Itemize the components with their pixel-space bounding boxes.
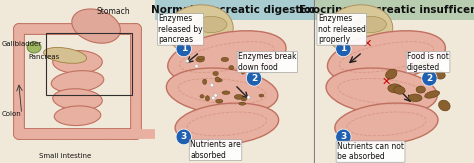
Ellipse shape bbox=[215, 77, 220, 82]
Text: Normal pancreatic digestion: Normal pancreatic digestion bbox=[151, 5, 319, 15]
Ellipse shape bbox=[266, 59, 273, 65]
Ellipse shape bbox=[388, 84, 402, 93]
Ellipse shape bbox=[205, 96, 210, 101]
Ellipse shape bbox=[202, 79, 207, 84]
Text: Nutrients are
absorbed: Nutrients are absorbed bbox=[190, 140, 241, 160]
Circle shape bbox=[242, 64, 245, 67]
Text: 2: 2 bbox=[426, 74, 433, 83]
Text: 2: 2 bbox=[251, 74, 257, 83]
Circle shape bbox=[186, 59, 189, 63]
Ellipse shape bbox=[419, 60, 430, 69]
Text: Stomach: Stomach bbox=[96, 7, 130, 16]
Ellipse shape bbox=[326, 68, 437, 115]
Circle shape bbox=[195, 65, 198, 68]
Ellipse shape bbox=[438, 100, 450, 111]
Ellipse shape bbox=[239, 102, 246, 105]
Circle shape bbox=[212, 96, 215, 100]
Ellipse shape bbox=[213, 72, 219, 76]
Circle shape bbox=[246, 70, 262, 86]
Ellipse shape bbox=[221, 57, 228, 62]
Ellipse shape bbox=[166, 68, 278, 115]
Ellipse shape bbox=[355, 16, 386, 33]
Text: 1: 1 bbox=[181, 44, 187, 53]
Circle shape bbox=[244, 68, 247, 72]
Ellipse shape bbox=[416, 86, 425, 93]
Ellipse shape bbox=[166, 5, 233, 54]
Text: ✕: ✕ bbox=[382, 76, 391, 87]
Text: Food is not
digested: Food is not digested bbox=[407, 52, 449, 72]
Circle shape bbox=[247, 75, 250, 79]
Ellipse shape bbox=[175, 103, 279, 145]
Ellipse shape bbox=[196, 57, 204, 62]
Text: Exocrine pancreatic insufficency: Exocrine pancreatic insufficency bbox=[299, 5, 474, 15]
Circle shape bbox=[422, 70, 437, 86]
Text: 3: 3 bbox=[181, 132, 187, 141]
Ellipse shape bbox=[173, 26, 201, 46]
FancyBboxPatch shape bbox=[315, 0, 474, 20]
Text: Pancreas: Pancreas bbox=[28, 54, 59, 60]
Text: 1: 1 bbox=[340, 44, 346, 53]
Ellipse shape bbox=[44, 47, 87, 63]
Ellipse shape bbox=[241, 68, 245, 74]
Text: Nutrients can not
be absorbed: Nutrients can not be absorbed bbox=[337, 142, 404, 161]
FancyBboxPatch shape bbox=[155, 0, 315, 20]
Circle shape bbox=[336, 41, 351, 57]
Circle shape bbox=[256, 76, 259, 80]
Circle shape bbox=[247, 96, 250, 99]
Text: ✕: ✕ bbox=[363, 39, 372, 49]
Ellipse shape bbox=[168, 31, 286, 83]
Ellipse shape bbox=[394, 86, 405, 94]
Text: Enzymes
not released
properly: Enzymes not released properly bbox=[318, 15, 366, 44]
Text: Enzymes break
down food: Enzymes break down food bbox=[238, 52, 297, 72]
Circle shape bbox=[176, 129, 191, 145]
Ellipse shape bbox=[335, 103, 438, 145]
Ellipse shape bbox=[216, 79, 222, 82]
Text: Enzymes
released by
pancreas: Enzymes released by pancreas bbox=[158, 15, 203, 44]
Circle shape bbox=[246, 72, 249, 75]
Circle shape bbox=[254, 69, 257, 72]
Circle shape bbox=[176, 41, 191, 57]
Text: Gallbladder: Gallbladder bbox=[1, 41, 42, 47]
Ellipse shape bbox=[332, 26, 361, 46]
Ellipse shape bbox=[51, 71, 104, 92]
Ellipse shape bbox=[229, 66, 234, 70]
Ellipse shape bbox=[54, 106, 101, 126]
Ellipse shape bbox=[72, 9, 120, 43]
Ellipse shape bbox=[259, 94, 264, 97]
Ellipse shape bbox=[386, 69, 397, 79]
Ellipse shape bbox=[197, 56, 205, 59]
Ellipse shape bbox=[328, 31, 446, 83]
Ellipse shape bbox=[434, 70, 445, 79]
Text: Colon: Colon bbox=[1, 111, 21, 117]
Ellipse shape bbox=[241, 97, 246, 101]
Ellipse shape bbox=[425, 91, 440, 98]
Circle shape bbox=[210, 83, 213, 87]
Ellipse shape bbox=[200, 95, 204, 98]
Text: 3: 3 bbox=[340, 132, 346, 141]
Ellipse shape bbox=[234, 94, 243, 99]
Ellipse shape bbox=[326, 5, 393, 54]
Ellipse shape bbox=[195, 16, 227, 33]
Ellipse shape bbox=[53, 51, 102, 73]
Ellipse shape bbox=[424, 70, 435, 76]
Circle shape bbox=[336, 129, 351, 145]
Ellipse shape bbox=[216, 99, 223, 103]
Ellipse shape bbox=[222, 91, 230, 95]
Ellipse shape bbox=[53, 89, 102, 110]
Text: Small intestine: Small intestine bbox=[39, 154, 91, 159]
Ellipse shape bbox=[409, 94, 422, 102]
Circle shape bbox=[214, 94, 217, 97]
Ellipse shape bbox=[27, 42, 41, 53]
